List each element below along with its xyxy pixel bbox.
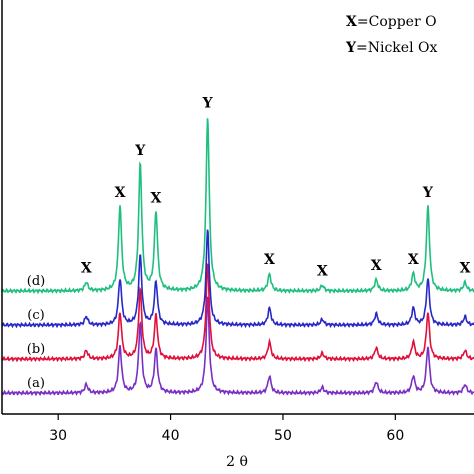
series-label: (d) [27,274,45,289]
legend-text: =Nickel Ox [356,40,437,56]
series-line [1,296,474,397]
peak-label: X [115,185,126,201]
peak-label: Y [134,143,146,159]
peak-label: X [371,258,382,274]
series-labels: (a) (b) (c) (d) [27,274,45,391]
x-tick-label: 30 [49,428,67,444]
peak-label: Y [422,185,434,201]
series-line [1,118,474,295]
peak-label: Y [202,95,214,111]
peak-label: X [460,261,471,277]
x-axis-title: 2 θ [226,454,248,470]
legend-text: =Copper O [357,14,437,30]
peak-label: X [81,261,92,277]
axes: 30 40 50 60 [1,0,474,444]
legend-entry: X=Copper O [346,14,437,30]
peak-label: X [264,252,275,268]
x-tick-label: 60 [386,428,404,444]
series-label: (a) [27,376,45,391]
peak-labels: X X Y X Y X X X X Y X [81,95,471,279]
x-tick-label: 50 [274,428,292,444]
series-label: (c) [27,308,44,323]
peak-label: X [317,263,328,279]
legend: X=Copper OY=Nickel Ox [345,14,437,56]
legend-entry: Y=Nickel Ox [345,40,437,56]
series-line [1,263,474,363]
peak-label: X [151,191,162,207]
legend-symbol: X [346,14,357,30]
x-ticks: 30 40 50 60 [49,414,404,444]
peak-label: X [408,252,419,268]
series-line [1,229,474,329]
series-curves [1,118,474,397]
x-tick-label: 40 [162,428,180,444]
series-label: (b) [27,342,45,357]
legend-symbol: Y [345,40,357,56]
